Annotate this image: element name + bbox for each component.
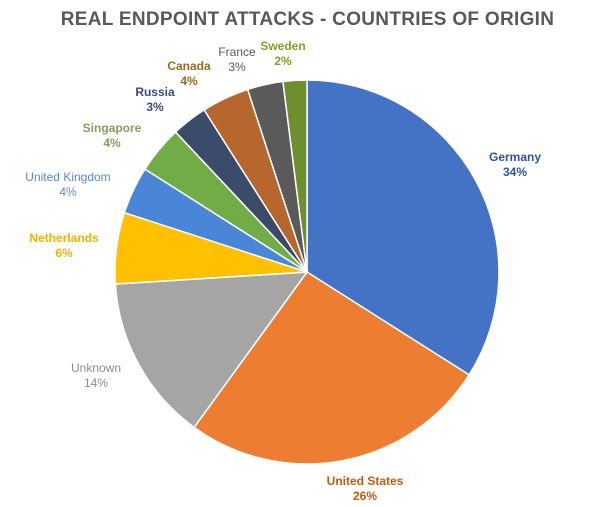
slice-name: Canada: [167, 59, 211, 73]
pie-slice-united-states: [193, 270, 471, 465]
slice-label-netherlands: Netherlands 6%: [29, 231, 99, 260]
slice-name: United States: [327, 474, 404, 488]
slice-value: 4%: [180, 74, 198, 88]
slice-value: 4%: [59, 185, 77, 199]
chart-title: REAL ENDPOINT ATTACKS - COUNTRIES OF ORI…: [60, 9, 555, 30]
slice-label-united-states: United States 26%: [327, 474, 404, 503]
slice-label-sweden: Sweden 2%: [260, 39, 305, 68]
slice-name: Russia: [135, 85, 175, 99]
slice-name: Singapore: [83, 121, 142, 135]
slice-value: 4%: [103, 136, 121, 150]
slice-label-france: France 3%: [218, 45, 256, 74]
pie-slice-germany: [306, 79, 500, 376]
slice-value: 3%: [228, 60, 246, 74]
slice-label-singapore: Singapore 4%: [83, 121, 142, 150]
slice-value: 34%: [503, 165, 527, 179]
slice-value: 14%: [84, 376, 108, 390]
slice-name: Sweden: [260, 39, 305, 53]
slice-label-canada: Canada 4%: [167, 59, 211, 88]
slice-name: Unknown: [71, 361, 121, 375]
slice-label-united-kingdom: United Kingdom 4%: [25, 170, 110, 199]
slice-label-russia: Russia 3%: [135, 85, 175, 114]
pie-slice-sweden: [282, 79, 308, 273]
slice-name: Netherlands: [29, 231, 99, 245]
slice-label-unknown: Unknown 14%: [71, 361, 121, 390]
slice-name: France: [218, 45, 256, 59]
slice-value: 6%: [55, 246, 73, 260]
slice-name: United Kingdom: [25, 170, 110, 184]
slice-name: Germany: [489, 150, 541, 164]
pie-slice-unknown: [114, 271, 309, 429]
slice-value: 2%: [274, 54, 292, 68]
slice-label-germany: Germany 34%: [489, 150, 541, 179]
slice-value: 26%: [353, 489, 377, 503]
slice-value: 3%: [146, 100, 164, 114]
